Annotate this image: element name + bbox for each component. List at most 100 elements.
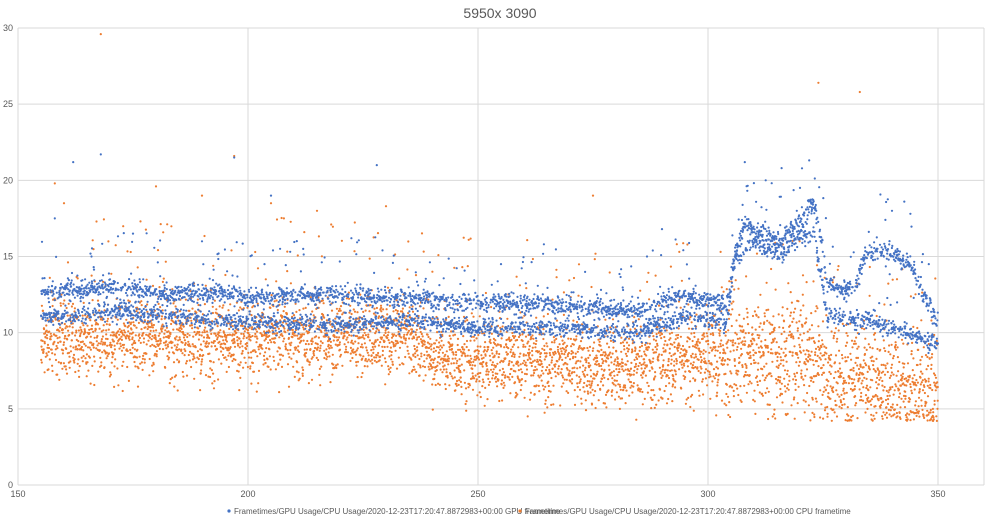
cpu-frametime-point <box>152 370 155 373</box>
cpu-frametime-point <box>221 335 224 338</box>
cpu-frametime-point <box>188 334 191 337</box>
cpu-frametime-point <box>167 356 171 359</box>
cpu-frametime-point <box>732 344 735 347</box>
cpu-frametime-point <box>826 405 829 409</box>
cpu-frametime-point <box>459 380 462 383</box>
cpu-frametime-point <box>506 317 509 320</box>
cpu-frametime-point <box>433 357 436 360</box>
cpu-frametime-point <box>636 368 639 371</box>
cpu-frametime-point <box>176 343 179 346</box>
cpu-frametime-point <box>811 359 815 362</box>
cpu-frametime-point <box>683 377 686 381</box>
cpu-frametime-point <box>437 346 440 349</box>
cpu-frametime-point <box>625 389 628 392</box>
cpu-frametime-point <box>356 376 359 379</box>
cpu-frametime-point <box>80 356 83 359</box>
cpu-frametime-point <box>871 355 874 358</box>
cpu-frametime-point <box>589 369 592 372</box>
cpu-frametime-point <box>634 362 638 366</box>
cpu-frametime-point <box>658 353 661 356</box>
cpu-frametime-point <box>926 419 929 422</box>
gpu-frametime-point <box>59 292 62 295</box>
cpu-frametime-point <box>346 351 349 354</box>
cpu-frametime-point <box>545 352 548 355</box>
cpu-frametime-point <box>500 359 503 362</box>
cpu-frametime-point <box>371 362 374 365</box>
cpu-frametime-point <box>325 319 328 322</box>
cpu-frametime-point <box>695 313 698 316</box>
cpu-frametime-point <box>383 357 387 360</box>
cpu-frametime-point <box>131 343 134 346</box>
cpu-frametime-point <box>724 334 727 337</box>
cpu-frametime-point <box>479 395 482 399</box>
cpu-frametime-point <box>541 365 544 368</box>
cpu-frametime-point <box>195 332 198 335</box>
cpu-frametime-point <box>596 384 600 387</box>
cpu-frametime-point <box>385 308 388 311</box>
cpu-frametime-point <box>868 294 871 297</box>
cpu-frametime-point <box>565 390 568 393</box>
cpu-frametime-point <box>865 364 868 367</box>
cpu-frametime-point <box>528 345 531 348</box>
cpu-frametime-point <box>792 335 795 338</box>
cpu-frametime-point <box>850 339 854 342</box>
cpu-frametime-point <box>636 352 640 355</box>
cpu-frametime-point <box>902 382 905 385</box>
cpu-frametime-point <box>516 393 519 396</box>
cpu-frametime-point <box>158 347 161 350</box>
cpu-frametime-point <box>334 343 337 346</box>
gpu-frametime-point <box>42 289 45 292</box>
cpu-frametime-point <box>829 385 832 388</box>
cpu-frametime-point <box>390 358 393 361</box>
cpu-frametime-point <box>890 371 894 374</box>
cpu-frametime-point <box>697 358 700 361</box>
cpu-frametime-point <box>318 367 321 370</box>
cpu-frametime-point <box>935 419 939 422</box>
cpu-frametime-point <box>310 357 313 360</box>
cpu-frametime-point <box>239 340 242 343</box>
cpu-frametime-point <box>492 368 495 371</box>
cpu-frametime-point <box>422 307 425 310</box>
cpu-frametime-point <box>864 337 867 340</box>
cpu-frametime-point <box>301 374 304 377</box>
cpu-frametime-point <box>245 342 249 345</box>
cpu-frametime-point <box>815 360 819 363</box>
cpu-frametime-point <box>264 337 267 341</box>
cpu-frametime-point <box>568 372 571 375</box>
cpu-frametime-point <box>350 312 353 316</box>
cpu-frametime-point <box>133 348 136 351</box>
cpu-frametime-point <box>602 384 605 387</box>
gpu-frametime-point <box>122 232 125 235</box>
cpu-frametime-point <box>386 336 389 339</box>
cpu-frametime-point <box>618 407 622 410</box>
gpu-frametime-point <box>43 291 46 294</box>
cpu-frametime-point <box>546 345 549 348</box>
cpu-frametime-point <box>88 356 91 359</box>
cpu-frametime-point <box>871 419 874 422</box>
cpu-frametime-point <box>113 365 116 368</box>
cpu-frametime-point <box>566 368 569 371</box>
cpu-frametime-point <box>461 346 464 349</box>
cpu-frametime-point <box>317 235 320 238</box>
cpu-frametime-point <box>826 384 829 387</box>
cpu-frametime-point <box>171 376 174 379</box>
cpu-frametime-point <box>306 358 309 361</box>
gpu-frametime-point <box>41 317 45 320</box>
gpu-frametime-point <box>129 288 132 291</box>
cpu-frametime-point <box>558 343 561 346</box>
cpu-frametime-point <box>727 413 730 417</box>
cpu-frametime-point <box>183 354 186 357</box>
cpu-frametime-point <box>818 356 821 359</box>
cpu-frametime-point <box>649 396 652 399</box>
cpu-frametime-point <box>151 326 154 329</box>
gpu-frametime-point <box>48 305 52 309</box>
gpu-frametime-point <box>92 309 95 312</box>
cpu-frametime-point <box>47 368 50 371</box>
cpu-frametime-point <box>464 402 467 406</box>
cpu-frametime-point <box>646 391 650 394</box>
cpu-frametime-point <box>697 369 700 373</box>
cpu-frametime-point <box>832 337 835 340</box>
cpu-frametime-point <box>233 333 236 336</box>
cpu-frametime-point <box>430 348 433 351</box>
cpu-frametime-point <box>607 346 611 349</box>
